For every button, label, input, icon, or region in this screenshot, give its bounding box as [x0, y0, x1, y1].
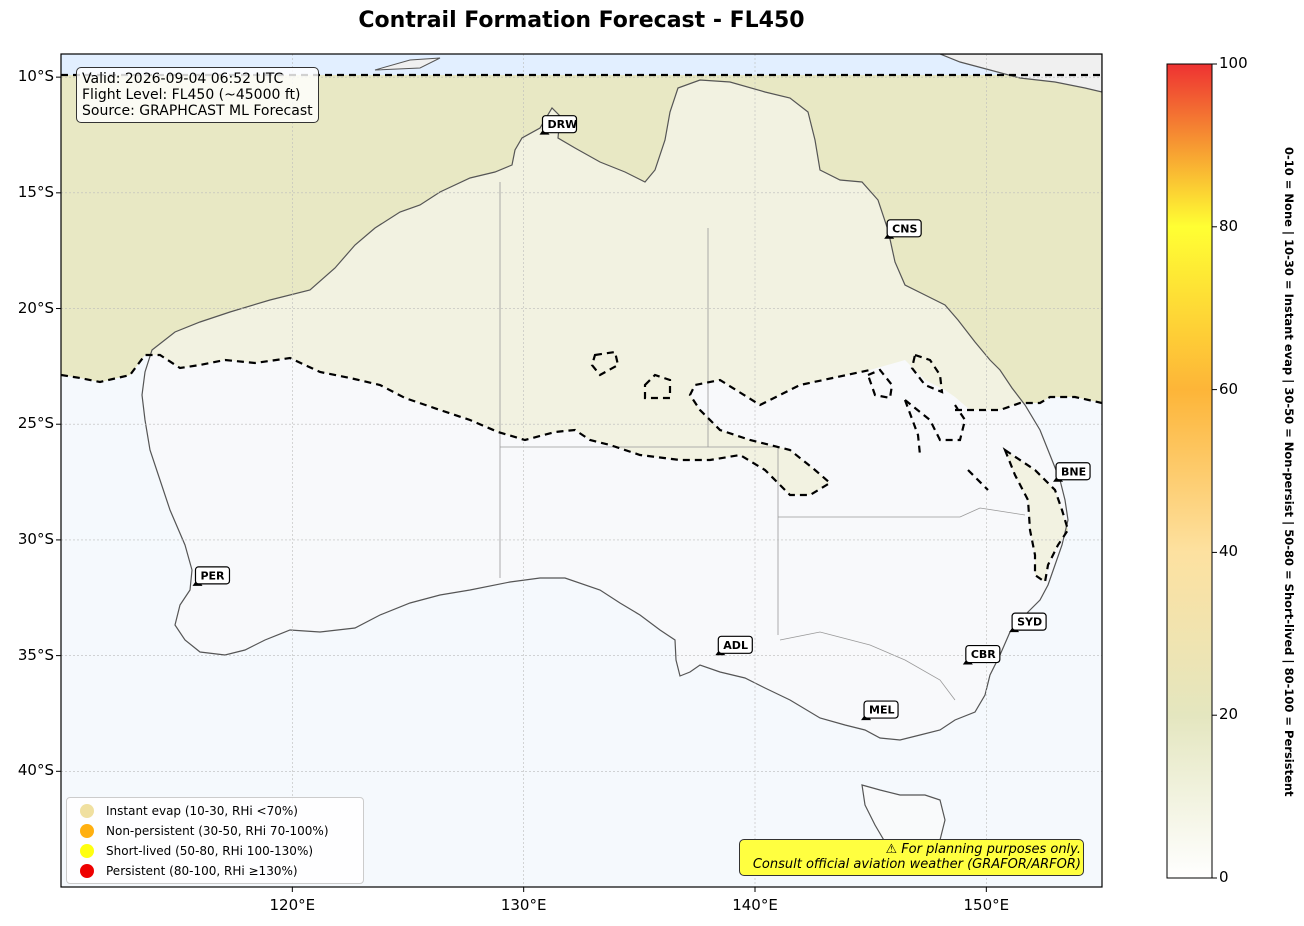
- forecast-source: Source: GRAPHCAST ML Forecast: [82, 103, 313, 119]
- legend-swatch: [80, 804, 94, 818]
- disclaimer-line-1: ⚠ For planning purposes only.: [885, 842, 1082, 857]
- timor: [374, 57, 441, 71]
- airport-label-box: [541, 115, 578, 134]
- legend-item: Non-persistent (30-50, RHi 70-100%): [67, 821, 363, 841]
- map-title: Contrail Formation Forecast - FL450: [358, 8, 805, 33]
- legend-swatch: [80, 824, 94, 838]
- legend-item: Short-lived (50-80, RHi 100-130%): [67, 841, 363, 861]
- airport-code: CBR: [971, 648, 996, 661]
- airport-marker-cns[interactable]: CNS: [884, 219, 922, 239]
- legend-swatch: [80, 844, 94, 858]
- lat-tick-label: 20°S: [17, 298, 54, 317]
- airport-label-box: [194, 566, 231, 585]
- colorbar-tick-label: 60: [1219, 379, 1239, 398]
- airport-code: MEL: [869, 704, 894, 717]
- airport-code: CNS: [892, 222, 917, 235]
- lon-tick-label: 150°E: [963, 896, 1010, 914]
- colorbar-label: 0-10 = None | 10-30 = Instant evap | 30-…: [1282, 147, 1296, 797]
- colorbar-tick-label: 40: [1219, 542, 1239, 561]
- forecast-info-box: Valid: 2026-09-04 06:52 UTC Flight Level…: [76, 67, 319, 123]
- lat-tick-label: 25°S: [17, 414, 54, 433]
- airport-code: SYD: [1017, 616, 1042, 629]
- airport-marker-drw[interactable]: DRW: [539, 115, 578, 135]
- lat-tick-label: 30°S: [17, 529, 54, 548]
- airport-layer: DRW CNS BNE PER SYD ADL CBR MEL: [192, 115, 1091, 721]
- airport-label-box: [863, 700, 899, 719]
- north-ocean-band: [61, 54, 1102, 75]
- gridlines: [61, 54, 1102, 887]
- lat-tick-label: 15°S: [17, 182, 54, 201]
- valid-time: Valid: 2026-09-04 06:52 UTC: [82, 71, 284, 87]
- airport-marker-adl[interactable]: ADL: [715, 635, 753, 656]
- airport-marker-syd[interactable]: SYD: [1009, 612, 1047, 633]
- lon-tick-label: 140°E: [732, 896, 778, 914]
- disclaimer-box: ⚠ For planning purposes only. Consult of…: [739, 839, 1084, 876]
- airport-marker-cbr[interactable]: CBR: [962, 644, 1001, 665]
- legend-item: Instant evap (10-30, RHi <70%): [67, 801, 363, 821]
- legend-item: Persistent (80-100, RHi ≥130%): [67, 861, 363, 881]
- lat-tick-label: 40°S: [17, 761, 54, 780]
- airport-label-box: [1055, 462, 1091, 481]
- colorbar-tick-label: 100: [1219, 54, 1248, 72]
- airport-label-box: [717, 635, 753, 654]
- state-borders: [499, 182, 1026, 701]
- australia-mainland: [141, 79, 1069, 741]
- lon-tick-label: 120°E: [269, 896, 316, 914]
- airport-marker-mel[interactable]: MEL: [861, 700, 899, 721]
- legend-label: Short-lived (50-80, RHi 100-130%): [106, 844, 314, 858]
- colorbar: [1166, 63, 1213, 879]
- airport-label-box: [965, 644, 1001, 664]
- airport-label-box: [1011, 612, 1047, 631]
- lon-tick-label: 130°E: [500, 896, 547, 914]
- new-guinea: [939, 54, 1102, 93]
- disclaimer-line-2: Consult official aviation weather (GRAFO…: [752, 857, 1081, 872]
- flight-level: Flight Level: FL450 (~45000 ft): [82, 87, 301, 103]
- airport-code: BNE: [1061, 465, 1086, 478]
- colorbar-tick-label: 80: [1219, 216, 1239, 235]
- airport-label-box: [886, 219, 922, 238]
- airport-code: PER: [200, 569, 225, 582]
- lat-tick-label: 35°S: [17, 645, 54, 664]
- legend-label: Instant evap (10-30, RHi <70%): [106, 804, 298, 818]
- colorbar-tick-label: 0: [1219, 868, 1229, 886]
- airport-code: ADL: [723, 639, 748, 652]
- map-frame: [60, 53, 1103, 888]
- airport-code: DRW: [547, 118, 577, 131]
- airport-marker-bne[interactable]: BNE: [1053, 462, 1091, 482]
- legend: Instant evap (10-30, RHi <70%) Non-persis…: [66, 797, 364, 884]
- colorbar-tick-label: 20: [1219, 705, 1239, 724]
- airport-marker-per[interactable]: PER: [192, 566, 231, 586]
- legend-label: Persistent (80-100, RHi ≥130%): [106, 864, 298, 878]
- legend-label: Non-persistent (30-50, RHi 70-100%): [106, 824, 329, 838]
- lat-tick-label: 10°S: [17, 67, 54, 86]
- legend-swatch: [80, 864, 94, 878]
